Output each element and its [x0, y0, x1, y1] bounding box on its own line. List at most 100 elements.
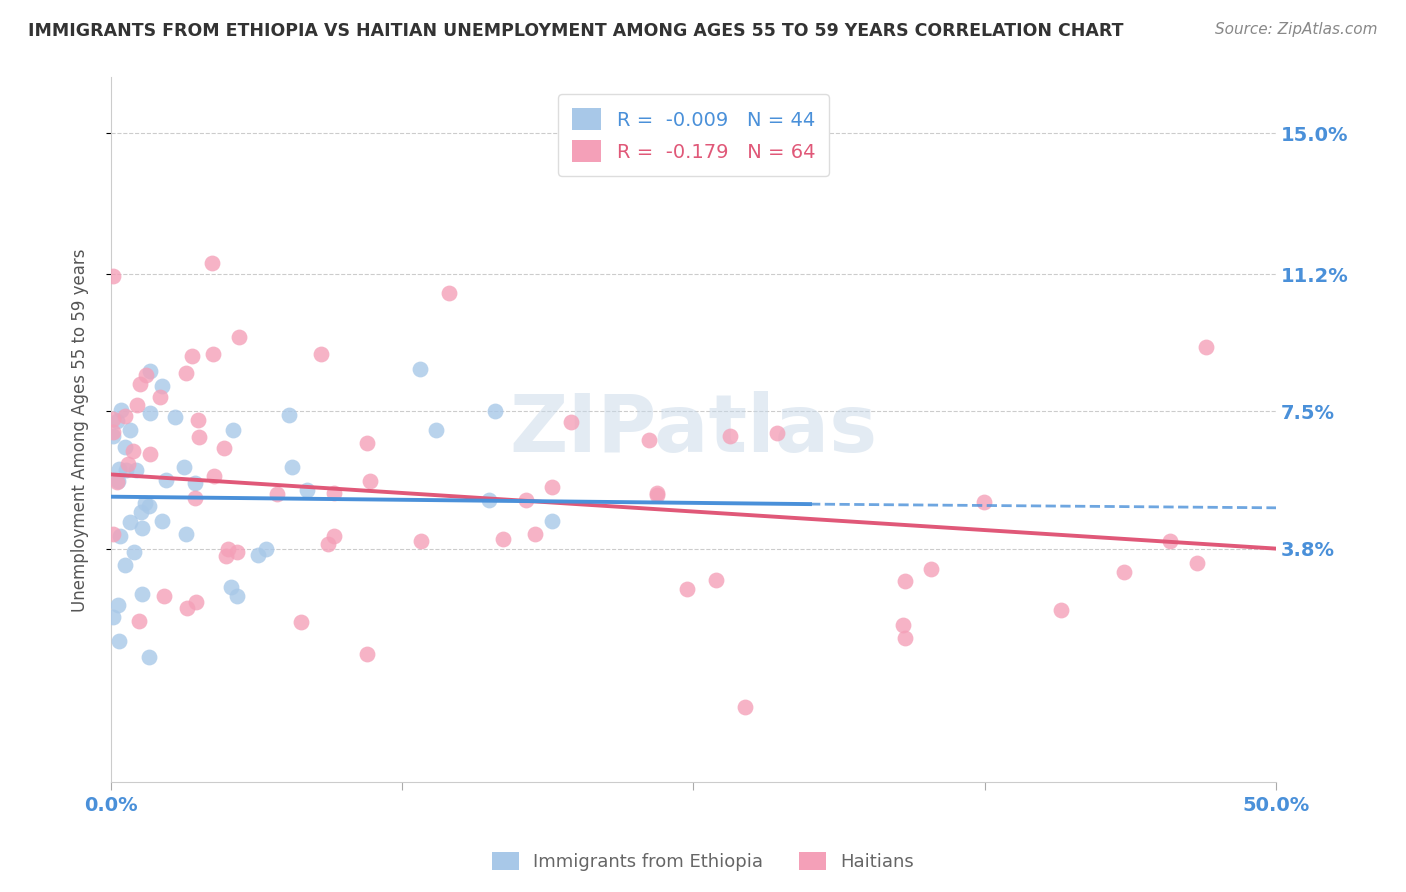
Point [212, 442, 235, 456]
Point [128, 614, 150, 628]
Point [359, 474, 381, 488]
Point [226, 545, 249, 559]
Point [637, 434, 659, 448]
Point [174, 366, 197, 380]
Legend: R =  -0.009   N = 44, R =  -0.179   N = 64: R = -0.009 N = 44, R = -0.179 N = 64 [558, 95, 828, 176]
Point [1050, 603, 1073, 617]
Point [122, 444, 145, 458]
Point [409, 534, 432, 549]
Point [187, 413, 209, 427]
Point [973, 494, 995, 508]
Point [290, 615, 312, 629]
Point [188, 430, 211, 444]
Point [893, 631, 915, 645]
Point [114, 440, 136, 454]
Point [277, 408, 299, 422]
Legend: Immigrants from Ethiopia, Haitians: Immigrants from Ethiopia, Haitians [484, 845, 922, 879]
Point [437, 285, 460, 300]
Point [226, 590, 249, 604]
Point [484, 404, 506, 418]
Point [108, 461, 131, 475]
Point [356, 648, 378, 662]
Point [1112, 565, 1135, 579]
Point [105, 475, 128, 489]
Point [524, 527, 547, 541]
Point [309, 347, 332, 361]
Point [254, 542, 277, 557]
Point [117, 457, 139, 471]
Point [181, 349, 204, 363]
Point [105, 414, 128, 428]
Point [101, 425, 124, 439]
Y-axis label: Unemployment Among Ages 55 to 59 years: Unemployment Among Ages 55 to 59 years [72, 248, 89, 612]
Point [706, 574, 728, 588]
Point [101, 610, 124, 624]
Point [165, 410, 187, 425]
Text: Source: ZipAtlas.com: Source: ZipAtlas.com [1215, 22, 1378, 37]
Point [718, 429, 741, 443]
Point [139, 405, 162, 419]
Point [322, 529, 344, 543]
Point [101, 527, 124, 541]
Point [155, 473, 177, 487]
Point [131, 521, 153, 535]
Point [120, 423, 142, 437]
Point [184, 491, 207, 506]
Point [316, 537, 339, 551]
Point [201, 256, 224, 270]
Point [217, 541, 239, 556]
Point [103, 429, 125, 443]
Point [114, 558, 136, 573]
Point [107, 598, 129, 612]
Point [676, 582, 699, 596]
Point [138, 447, 160, 461]
Point [125, 398, 148, 412]
Point [515, 493, 537, 508]
Point [115, 463, 138, 477]
Point [139, 364, 162, 378]
Point [425, 423, 447, 437]
Point [893, 574, 915, 589]
Point [125, 463, 148, 477]
Point [893, 617, 915, 632]
Point [409, 362, 432, 376]
Point [1187, 556, 1209, 570]
Point [280, 460, 302, 475]
Point [128, 376, 150, 391]
Point [478, 492, 501, 507]
Point [138, 649, 160, 664]
Point [219, 580, 242, 594]
Point [222, 423, 245, 437]
Point [647, 488, 669, 502]
Point [108, 633, 131, 648]
Point [110, 403, 132, 417]
Point [174, 527, 197, 541]
Point [184, 595, 207, 609]
Text: ZIPatlas: ZIPatlas [509, 391, 877, 469]
Point [734, 699, 756, 714]
Point [129, 505, 152, 519]
Point [1159, 534, 1181, 549]
Point [124, 545, 146, 559]
Point [266, 487, 288, 501]
Point [150, 379, 173, 393]
Point [152, 590, 174, 604]
Point [149, 390, 172, 404]
Point [114, 409, 136, 423]
Point [215, 549, 238, 563]
Point [323, 486, 346, 500]
Point [246, 549, 269, 563]
Point [101, 269, 124, 284]
Point [920, 562, 942, 576]
Point [766, 426, 789, 441]
Point [152, 514, 174, 528]
Point [134, 495, 156, 509]
Point [356, 436, 378, 450]
Point [560, 415, 582, 429]
Point [118, 515, 141, 529]
Point [645, 486, 668, 500]
Point [135, 368, 157, 383]
Point [540, 514, 562, 528]
Point [184, 475, 207, 490]
Point [107, 474, 129, 488]
